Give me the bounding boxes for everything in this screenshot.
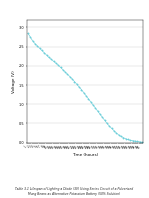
X-axis label: Time (hours): Time (hours) xyxy=(72,152,98,157)
Y-axis label: Voltage (V): Voltage (V) xyxy=(12,70,16,92)
Text: Table 3.1 Lifespan of Lighting a Diode (3V) Using Series Circuit of a Pulverized: Table 3.1 Lifespan of Lighting a Diode (… xyxy=(15,188,134,196)
